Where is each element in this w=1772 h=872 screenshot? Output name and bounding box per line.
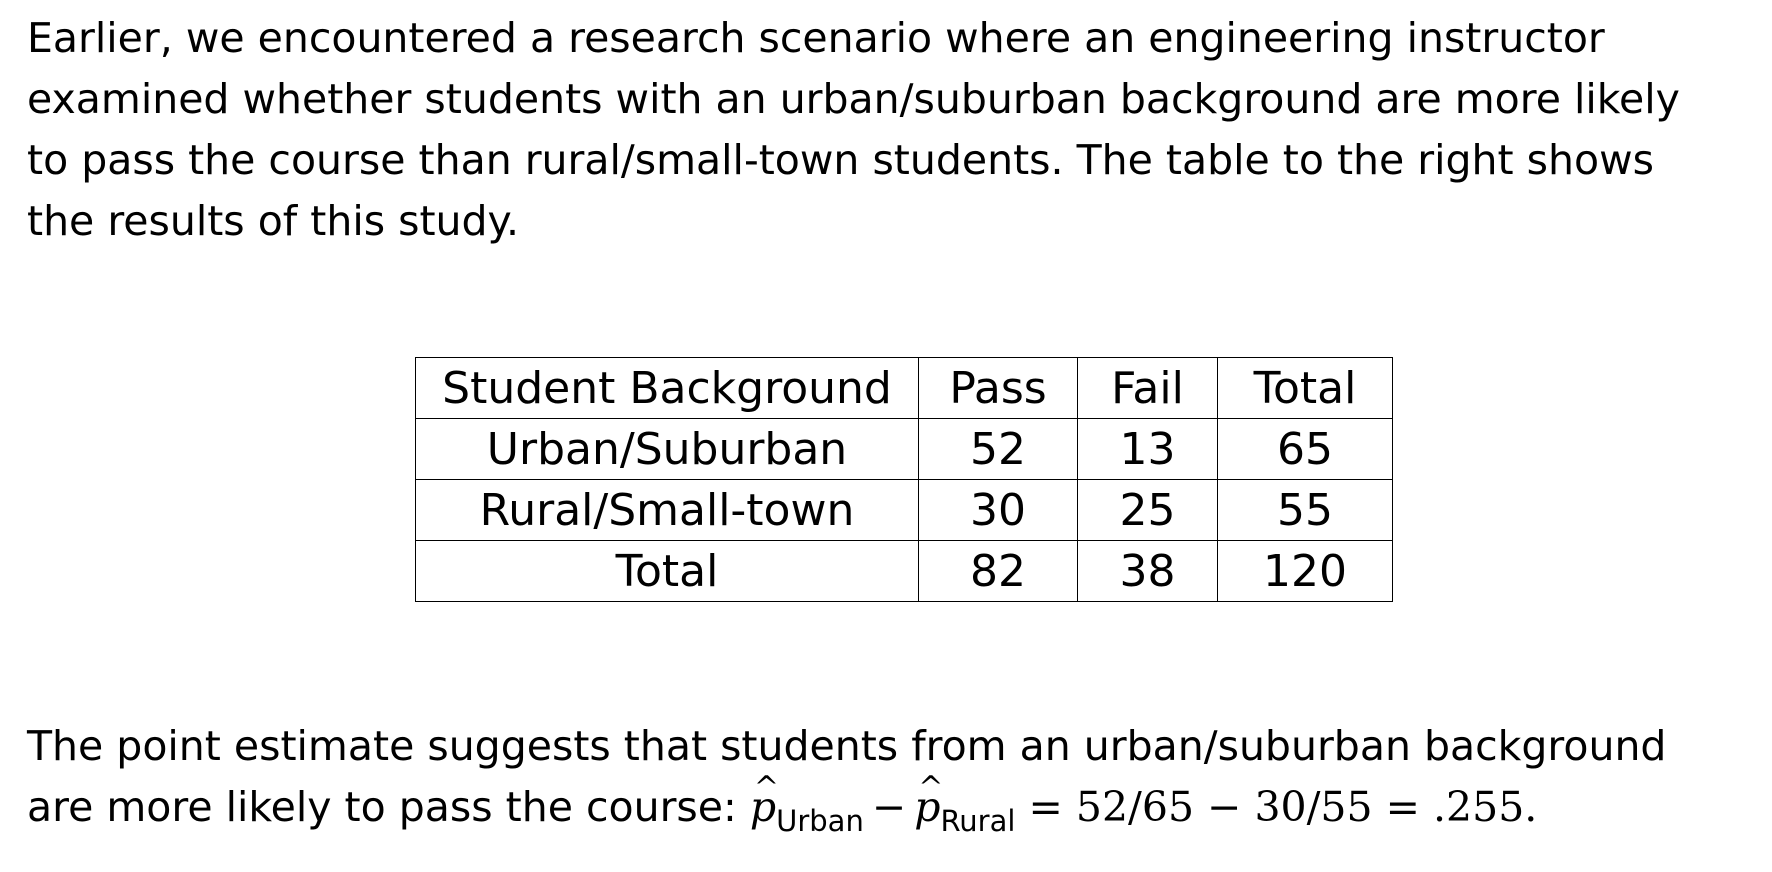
table-cell: 55 [1217,479,1393,541]
p-hat-symbol: ^ p [749,770,779,838]
table-cell: 82 [918,540,1078,602]
p-letter: p [914,783,941,831]
table-cell: 38 [1077,540,1218,602]
intro-line: Earlier, we encountered a research scena… [27,14,1605,62]
results-table: Student Background Pass Fail Total Urban… [415,357,1393,602]
header-cell: Student Background [415,357,919,419]
table-row: Rural/Small-town 30 25 55 [415,479,1393,541]
intro-line: examined whether students with an urban/… [27,75,1680,123]
table-cell: 52 [918,418,1078,480]
table-cell: Rural/Small-town [415,479,919,541]
conclusion-paragraph: The point estimate suggests that student… [27,716,1757,838]
p-letter: p [749,783,777,831]
table-header-row: Student Background Pass Fail Total [415,357,1393,419]
table-cell: Total [415,540,919,602]
table-row: Total 82 38 120 [415,540,1393,602]
intro-line: to pass the course than rural/small-town… [27,136,1654,184]
table-cell: 13 [1077,418,1218,480]
difference-formula: ^ pUrban − ^ pRural = 52/65 − 30/55 = .255. [750,770,1538,838]
conclusion-text: are more likely to pass the course: [27,783,750,831]
subscript-urban: Urban [776,804,864,838]
table-cell: Urban/Suburban [415,418,919,480]
conclusion-line: The point estimate suggests that student… [27,722,1667,770]
formula-rhs: = 52/65 − 30/55 = .255. [1028,783,1538,831]
p-hat-symbol: ^ p [914,770,943,838]
header-cell: Total [1217,357,1393,419]
table-cell: 120 [1217,540,1393,602]
subscript-rural: Rural [940,804,1016,838]
header-cell: Fail [1077,357,1218,419]
table-row: Urban/Suburban 52 13 65 [415,418,1393,480]
conclusion-line: are more likely to pass the course: ^ pUr… [27,770,1757,838]
table-cell: 65 [1217,418,1393,480]
hat-accent: ^ [753,770,780,805]
intro-line: the results of this study. [27,197,519,245]
header-cell: Pass [918,357,1078,419]
table-cell: 25 [1077,479,1218,541]
minus-operator: − [871,783,907,831]
hat-accent: ^ [918,770,944,805]
table-cell: 30 [918,479,1078,541]
intro-paragraph: Earlier, we encountered a research scena… [27,8,1757,252]
